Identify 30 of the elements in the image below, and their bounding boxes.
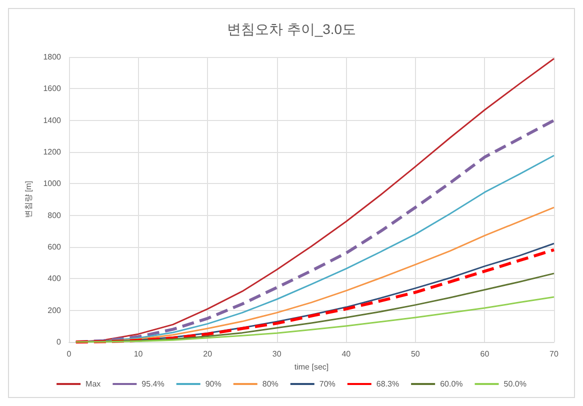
- x-tick-label: 0: [66, 350, 72, 358]
- legend-label: 68.3%: [376, 380, 400, 388]
- y-tick-label: 800: [48, 210, 62, 220]
- x-tick-label: 70: [550, 350, 559, 358]
- x-tick-label: 40: [342, 350, 352, 358]
- x-tick-label: 50: [410, 350, 420, 358]
- x-tick-label: 30: [272, 350, 282, 358]
- y-tick-label: 0: [56, 338, 62, 346]
- legend-label: 60.0%: [440, 380, 463, 388]
- legend-label: 90%: [205, 380, 222, 388]
- y-tick-label: 1600: [43, 84, 62, 94]
- y-tick-label: 1400: [43, 116, 62, 125]
- y-tick-label: 600: [48, 242, 62, 252]
- y-tick-label: 200: [48, 306, 62, 315]
- chart-title: 변침오차 추이_3.0도: [226, 21, 356, 37]
- x-tick-label: 20: [203, 350, 213, 358]
- line-series: [75, 296, 555, 343]
- y-tick-label: 1800: [43, 52, 62, 62]
- x-axis-title: time [sec]: [294, 362, 329, 372]
- x-tick-label: 10: [134, 350, 144, 358]
- y-tick-label: 1200: [43, 148, 62, 156]
- y-tick-label: 400: [48, 274, 62, 284]
- legend-label: 50.0%: [504, 380, 526, 388]
- y-axis-title: 변침량 [m]: [24, 180, 33, 218]
- legend-label: 80%: [262, 380, 278, 388]
- y-tick-label: 1000: [43, 179, 62, 188]
- legend-label: 70%: [319, 380, 336, 388]
- legend-label: 95.4%: [142, 380, 164, 388]
- x-tick-label: 60: [480, 350, 490, 358]
- legend-label: Max: [86, 380, 101, 388]
